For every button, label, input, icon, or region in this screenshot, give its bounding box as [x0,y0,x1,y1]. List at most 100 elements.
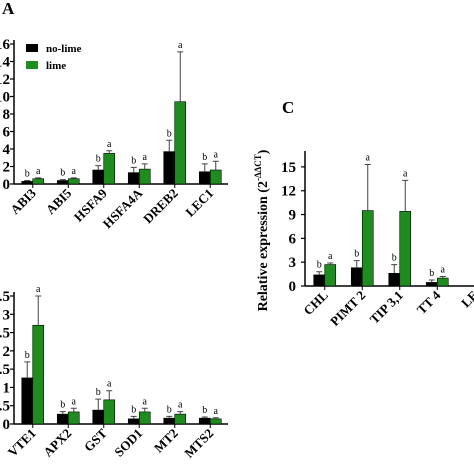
error-bar [70,407,77,412]
y-tick-label: 0 [3,177,11,193]
x-tick-label: TT 4 [414,287,444,317]
significance-letter: b [25,350,30,361]
legend-swatch [26,61,38,69]
error-bar [212,160,219,170]
bar [56,180,69,185]
significance-letter: b [202,405,207,416]
y-tick-label: 9 [289,208,297,224]
y-tick-label: 12 [0,72,10,88]
x-tick-label: LEC1 [182,186,216,220]
y-tick-label: 14 [0,55,11,71]
significance-letter: b [96,154,101,165]
bar [56,413,69,425]
significance-letter: a [143,152,148,163]
error-bar [141,407,148,412]
significance-letter: a [107,139,112,150]
error-bar [177,411,184,415]
significance-letter: a [328,251,333,262]
bar [127,418,140,425]
error-bar [35,177,42,179]
significance-letter: b [429,268,434,279]
bar [32,324,45,425]
bar [67,411,80,425]
error-bar [59,179,66,181]
y-tick-label: 4 [3,142,11,158]
significance-letter: b [202,152,207,163]
y-axis-title-end: ) [256,149,271,154]
error-bar [353,260,360,268]
bar [21,181,34,185]
error-bar [364,164,371,211]
y-tick-label: 8 [3,107,11,123]
y-axis-title-main: Relative expression (2 [256,181,271,311]
bar [174,101,187,185]
panel-label: C [282,98,294,117]
y-tick-label: 6 [3,125,11,141]
bar [209,169,222,185]
y-tick-label: 16 [0,37,11,53]
x-tick-label: LE [458,288,474,311]
y-tick-label: 3.5 [0,289,10,305]
significance-letter: a [214,406,219,417]
x-tick-label: SOD1 [111,426,145,460]
error-bar [166,139,173,152]
error-bar [24,361,31,378]
error-bar [166,415,173,419]
error-bar [391,264,398,274]
y-axis-title: Relative expression (2-ΔΔCT) [253,149,271,311]
x-tick-label: CHL [300,287,331,318]
bar [138,168,151,185]
significance-letter: b [317,260,322,271]
significance-letter: a [403,168,408,179]
bar [103,153,116,185]
y-tick-label: 2 [3,160,11,176]
error-bar [95,165,102,170]
y-tick-label: 1.5 [0,362,10,378]
y-tick-label: 1 [3,380,11,396]
error-bar [428,279,435,283]
legend-label: lime [46,60,66,72]
significance-letter: b [167,404,172,415]
bar [350,267,363,287]
bar [209,418,222,425]
significance-letter: a [441,264,446,275]
bar [163,417,176,425]
legend-label: no-lime [46,43,82,55]
bar [425,282,438,287]
error-bar [201,163,208,172]
significance-letter: a [36,166,41,177]
y-axis-title-sup: -ΔΔCT [253,154,263,181]
significance-letter: b [167,128,172,139]
significance-letter: b [96,387,101,398]
error-bar [130,415,137,419]
bar [174,413,187,425]
significance-letter: a [143,396,148,407]
x-tick-label: PIMT 2 [327,288,368,329]
significance-letter: b [392,253,397,264]
y-tick-label: 6 [289,231,297,247]
x-tick-label: APX2 [40,426,74,460]
bar [92,169,105,185]
bar [388,272,401,287]
bar [163,151,176,185]
error-bar [95,398,102,411]
x-tick-label: GST [81,425,110,454]
y-tick-label: 0.5 [0,399,10,415]
error-bar [316,271,323,275]
x-tick-label: ABI5 [43,185,75,217]
x-tick-label: MTS2 [181,426,216,461]
significance-letter: b [354,249,359,260]
error-bar [141,163,148,170]
bar [198,171,211,185]
significance-letter: a [178,40,183,51]
error-bar [327,262,334,265]
bar [324,264,337,287]
significance-letter: a [72,166,77,177]
bar [92,409,105,425]
y-tick-label: 2.5 [0,326,10,342]
error-bar [130,166,137,173]
panel-label: A [2,0,15,18]
error-bar [201,416,208,419]
bar [198,417,211,425]
